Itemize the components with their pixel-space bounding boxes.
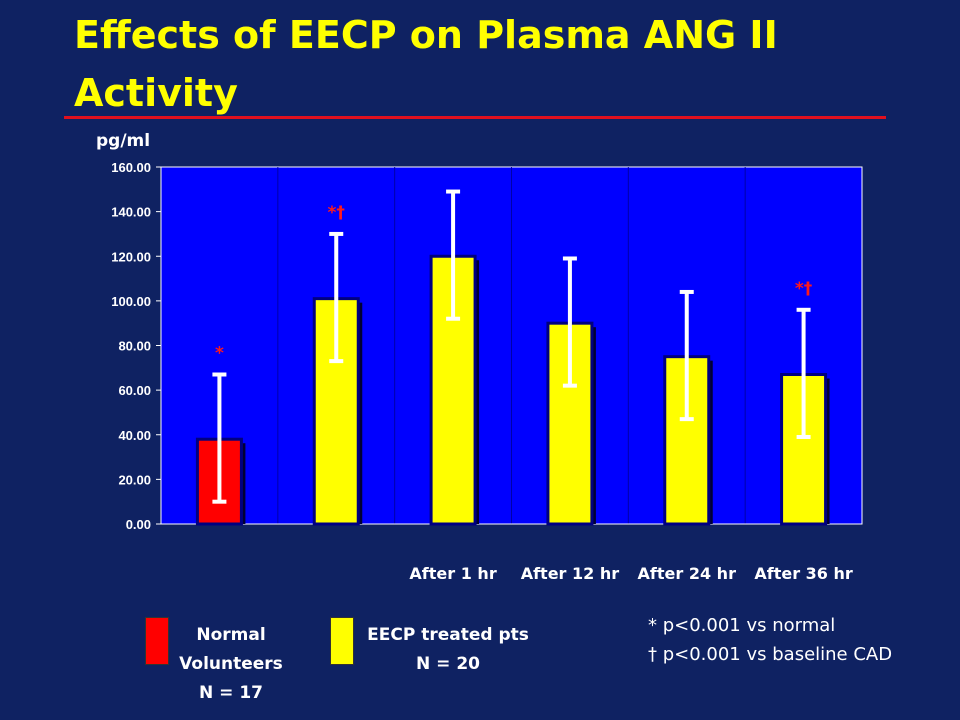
footnotes: * p<0.001 vs normal † p<0.001 vs baselin… xyxy=(648,611,892,669)
title-underline xyxy=(64,116,886,119)
legend-label-normal: Normal Volunteers N = 17 xyxy=(170,621,292,708)
y-tick-label: 0.00 xyxy=(126,517,151,532)
y-tick-label: 20.00 xyxy=(118,472,151,487)
y-tick-label: 60.00 xyxy=(118,383,151,398)
legend-label-eecp: EECP treated pts N = 20 xyxy=(358,621,538,679)
x-category-label: After 12 hr xyxy=(521,564,620,583)
y-tick-label: 80.00 xyxy=(118,339,151,354)
slide-title: Effects of EECP on Plasma ANG II Activit… xyxy=(74,13,778,115)
legend-swatch-normal xyxy=(145,617,169,665)
y-tick-label: 120.00 xyxy=(111,249,151,264)
bars xyxy=(195,254,830,526)
bar-chart: 0.00 20.00 40.00 60.00 80.00 100.00 120.00 140.… xyxy=(111,160,863,583)
significance-marker: *† xyxy=(328,203,345,223)
category-dividers xyxy=(161,167,862,525)
significance-markers: * *† *† xyxy=(215,203,812,364)
legend-eecp-line-1: EECP treated pts xyxy=(367,625,529,645)
y-axis-unit-label: pg/ml xyxy=(96,131,151,151)
significance-marker: *† xyxy=(795,279,812,299)
x-category-label: After 1 hr xyxy=(409,564,496,583)
x-category-label: After 24 hr xyxy=(638,564,737,583)
x-category-label: After 36 hr xyxy=(754,564,853,583)
legend-eecp-line-2: N = 20 xyxy=(416,654,480,674)
error-bars xyxy=(212,189,811,504)
significance-marker: * xyxy=(215,344,224,364)
y-axis: 0.00 20.00 40.00 60.00 80.00 100.00 120.00 140.… xyxy=(111,160,162,532)
footnote-normal: * p<0.001 vs normal xyxy=(648,615,836,636)
legend-swatch-eecp xyxy=(330,617,354,665)
y-tick-label: 160.00 xyxy=(111,160,151,175)
y-tick-label: 40.00 xyxy=(118,428,151,443)
legend-normal-line-1: Normal xyxy=(196,625,266,645)
legend-normal-line-2: Volunteers xyxy=(179,654,283,674)
y-tick-label: 100.00 xyxy=(111,294,151,309)
x-axis-labels: After 1 hr After 12 hr After 24 hr After 36… xyxy=(409,564,852,583)
y-tick-label: 140.00 xyxy=(111,205,151,220)
legend-normal-line-3: N = 17 xyxy=(199,683,263,703)
footnote-baseline: † p<0.001 vs baseline CAD xyxy=(648,644,893,665)
